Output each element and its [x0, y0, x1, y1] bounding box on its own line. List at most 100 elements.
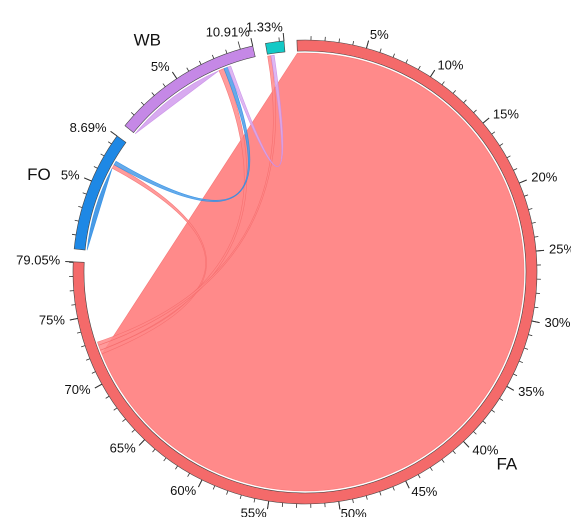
- group-arc-teal: [265, 40, 286, 55]
- tick-label: 8.69%: [70, 120, 107, 135]
- tick-mark: [122, 418, 126, 422]
- ribbon-0: [101, 52, 525, 492]
- group-label-fa: FA: [496, 455, 517, 474]
- tick-mark-major: [69, 317, 78, 321]
- tick-mark: [473, 431, 477, 435]
- tick-label: 10.91%: [206, 25, 251, 40]
- tick-mark: [524, 347, 529, 350]
- tick-label: 35%: [518, 384, 544, 399]
- tick-mark-major: [282, 32, 285, 42]
- tick-mark: [441, 459, 445, 463]
- tick-mark-major: [405, 480, 410, 489]
- tick-mark: [186, 67, 190, 72]
- tick-mark-major: [110, 130, 118, 137]
- tick-mark-major: [84, 177, 92, 182]
- tick-mark: [473, 109, 477, 113]
- tick-mark: [187, 473, 190, 477]
- tick-mark: [418, 65, 421, 70]
- tick-mark: [100, 153, 105, 157]
- tick-mark: [237, 41, 241, 50]
- tick-mark: [163, 457, 167, 462]
- tick-mark: [107, 141, 112, 145]
- tick-mark-major: [531, 320, 540, 324]
- tick-mark-major: [338, 501, 341, 510]
- tick-mark: [482, 420, 487, 424]
- tick-mark: [452, 90, 456, 94]
- tick-mark: [76, 331, 82, 334]
- ribbon-1: [86, 168, 113, 251]
- tick-mark: [71, 233, 77, 236]
- tick-mark: [534, 236, 539, 238]
- tick-mark: [130, 112, 135, 116]
- tick-mark: [175, 465, 178, 470]
- tick-mark: [82, 192, 87, 195]
- ribbon-7: [227, 54, 284, 167]
- tick-mark: [528, 208, 533, 210]
- tick-label: 15%: [493, 106, 519, 121]
- tick-mark: [253, 498, 256, 503]
- tick-mark: [499, 398, 504, 401]
- tick-mark: [524, 194, 529, 197]
- tick-mark-major: [536, 249, 545, 252]
- ribbon-6: [113, 66, 251, 202]
- tick-mark-major: [250, 38, 254, 47]
- tick-mark-major: [463, 441, 470, 448]
- tick-label: 5%: [61, 167, 80, 182]
- tick-mark: [392, 486, 395, 491]
- group-arc-fo: [73, 135, 127, 251]
- tick-mark: [499, 143, 504, 147]
- tick-mark-major: [365, 40, 370, 49]
- tick-mark-major: [519, 179, 527, 184]
- tick-label: 1.33%: [246, 19, 283, 34]
- tick-mark: [365, 495, 368, 500]
- tick-mark: [225, 49, 228, 54]
- tick-mark: [113, 407, 118, 411]
- tick-mark: [162, 83, 166, 87]
- tick-mark: [140, 101, 145, 106]
- tick-label: 65%: [110, 440, 136, 455]
- tick-mark: [105, 395, 110, 399]
- tick-label: 5%: [151, 59, 170, 74]
- ribbon-2: [134, 70, 220, 135]
- tick-mark-major: [94, 383, 103, 389]
- tick-mark: [534, 306, 539, 309]
- tick-label: 10%: [437, 57, 463, 72]
- tick-label: 40%: [472, 442, 498, 457]
- tick-mark: [463, 99, 467, 104]
- tick-mark: [531, 222, 536, 224]
- tick-mark: [78, 206, 83, 208]
- tick-mark: [379, 491, 382, 496]
- tick-label: 55%: [241, 505, 267, 517]
- ribbon-5: [97, 55, 277, 346]
- tick-mark: [506, 155, 511, 159]
- group-label-wb: WB: [134, 31, 161, 50]
- tick-mark: [392, 53, 395, 58]
- tick-mark-major: [506, 385, 515, 391]
- tick-mark: [429, 467, 433, 471]
- tick-mark: [91, 371, 96, 374]
- tick-label: 70%: [65, 382, 91, 397]
- ribbon-3: [100, 164, 207, 355]
- tick-mark: [226, 490, 229, 495]
- tick-label: 60%: [170, 483, 196, 498]
- tick-mark: [491, 131, 496, 135]
- tick-mark-major: [266, 501, 270, 510]
- tick-mark-major: [197, 479, 203, 488]
- tick-layer: 5% 10% 15% 20% 25% 30% 35% 40% 45% 50% 55% 60% 65% 70…: [16, 19, 571, 517]
- tick-mark: [81, 345, 86, 348]
- tick-mark: [513, 373, 518, 377]
- tick-mark: [519, 360, 524, 364]
- tick-label: 5%: [370, 27, 389, 42]
- tick-mark-major: [171, 71, 178, 79]
- tick-mark: [85, 358, 90, 361]
- tick-mark: [441, 81, 445, 86]
- group-arc-wb: [124, 45, 256, 134]
- tick-mark: [211, 54, 215, 59]
- tick-mark: [151, 92, 155, 96]
- tick-mark: [352, 40, 355, 46]
- tick-mark-major: [138, 439, 146, 446]
- tick-label: 45%: [411, 484, 437, 499]
- group-label-fo: FO: [27, 165, 51, 184]
- tick-label: 79.05%: [16, 253, 61, 268]
